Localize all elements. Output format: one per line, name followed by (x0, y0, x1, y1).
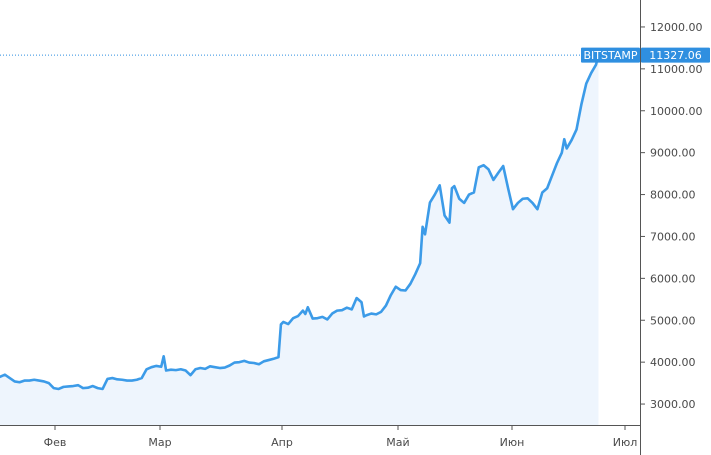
x-tick-label: Апр (271, 436, 293, 449)
price-line-layer (0, 53, 600, 391)
y-tick-label: 4000.00 (650, 356, 696, 369)
y-tick-label: 11000.00 (650, 63, 703, 76)
exchange-badge-label: BITSTAMP (583, 49, 637, 62)
y-tick-label: 3000.00 (650, 398, 696, 411)
price-area-fill (0, 55, 599, 426)
y-tick-label: 7000.00 (650, 230, 696, 243)
y-tick-label: 8000.00 (650, 189, 696, 202)
x-axis[interactable]: Фев Мар Апр Май Июн Июл (0, 425, 640, 449)
price-line (0, 53, 600, 391)
price-area-layer (0, 55, 599, 426)
x-tick-label: Июн (500, 436, 525, 449)
y-axis[interactable]: 3000.00 4000.00 5000.00 6000.00 7000.00 8000.… (640, 0, 703, 455)
y-tick-label: 9000.00 (650, 147, 696, 160)
x-tick-label: Июл (613, 436, 638, 449)
y-tick-label: 10000.00 (650, 105, 703, 118)
x-tick-label: Мар (148, 436, 171, 449)
x-tick-label: Фев (44, 436, 67, 449)
y-tick-label: 5000.00 (650, 314, 696, 327)
last-price-label: 11327.06 (649, 49, 702, 62)
y-tick-label: 12000.00 (650, 21, 703, 34)
x-tick-label: Май (386, 436, 409, 449)
last-price-badge (641, 47, 710, 63)
exchange-badge (581, 47, 640, 63)
y-tick-label: 6000.00 (650, 272, 696, 285)
last-price-marker: BITSTAMP 11327.06 (0, 47, 710, 63)
